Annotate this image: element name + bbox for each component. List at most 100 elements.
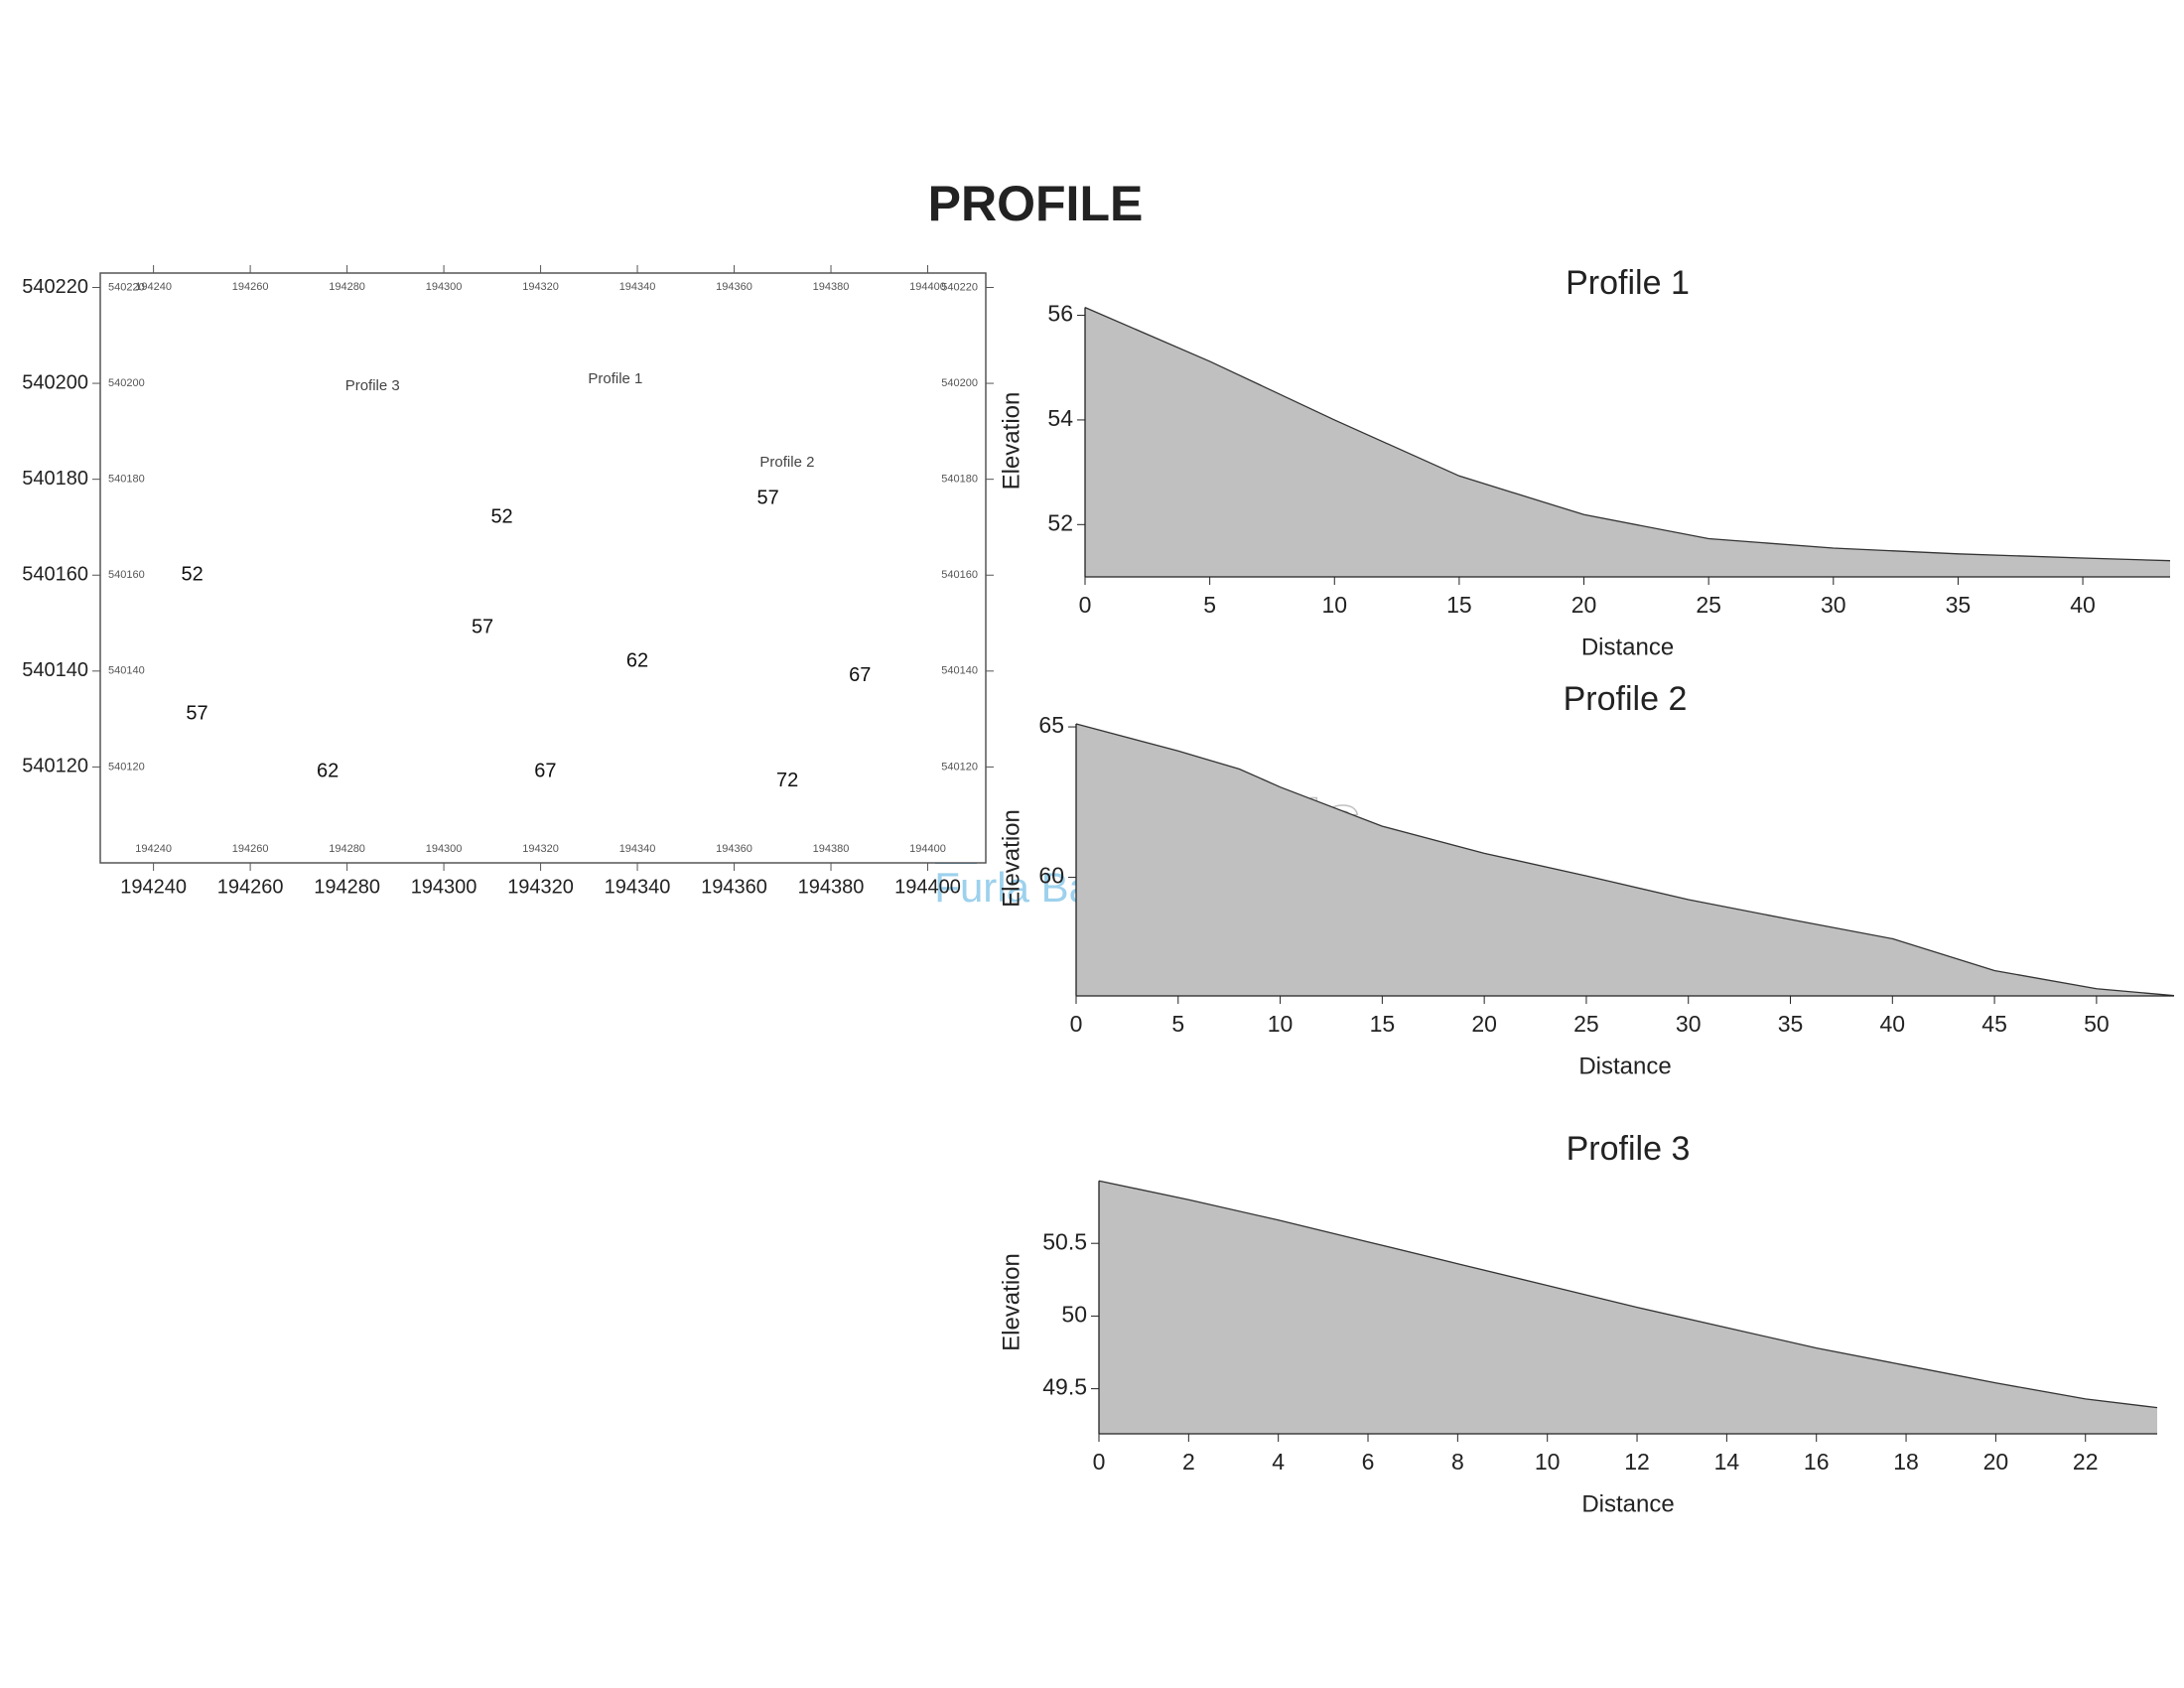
x-tick-label: 35 — [1778, 1011, 1804, 1037]
area-fill — [1099, 1181, 2157, 1434]
contour-label: 57 — [186, 703, 207, 725]
x-tick-label: 16 — [1804, 1449, 1830, 1475]
y-tick-label: 540160 — [22, 564, 88, 586]
y-axis-label: Elevation — [998, 392, 1024, 491]
inner-x-label: 194320 — [522, 843, 559, 855]
x-tick-label: 25 — [1696, 592, 1721, 618]
inner-x-label: 194360 — [716, 843, 752, 855]
inner-y-label: 540120 — [108, 761, 145, 773]
x-tick-label: 14 — [1714, 1449, 1740, 1475]
x-tick-label: 45 — [1981, 1011, 2007, 1037]
x-tick-label: 0 — [1079, 592, 1092, 618]
contour-label: 67 — [849, 664, 871, 686]
contour-label: 52 — [490, 506, 512, 528]
x-tick-label: 18 — [1893, 1449, 1919, 1475]
x-axis-label: Distance — [1581, 633, 1674, 660]
x-tick-label: 6 — [1362, 1449, 1375, 1475]
x-tick-label: 35 — [1946, 592, 1972, 618]
contour-label: 67 — [534, 761, 556, 782]
x-tick-label: 12 — [1624, 1449, 1650, 1475]
contour-label: 62 — [317, 761, 339, 782]
y-tick-label: 50 — [1061, 1301, 1087, 1327]
inner-y-label: 540180 — [108, 474, 145, 486]
x-tick-label: 194320 — [507, 876, 574, 898]
x-tick-label: 22 — [2073, 1449, 2099, 1475]
contour-label: 72 — [776, 770, 798, 791]
y-tick-label: 52 — [1047, 509, 1073, 535]
x-tick-label: 10 — [1321, 592, 1347, 618]
inner-x-label: 194240 — [135, 843, 172, 855]
y-tick-label: 60 — [1038, 863, 1064, 889]
area-line — [1075, 723, 2175, 997]
x-axis-label: Distance — [1581, 1490, 1674, 1517]
inner-y-label: 540140 — [941, 665, 978, 677]
x-tick-label: 0 — [1070, 1011, 1083, 1037]
x-tick-label: 15 — [1370, 1011, 1396, 1037]
y-tick-label: 65 — [1038, 712, 1064, 738]
x-tick-label: 4 — [1272, 1449, 1285, 1475]
y-tick-label: 54 — [1047, 405, 1073, 431]
x-tick-label: 20 — [1571, 592, 1597, 618]
chart-title: Profile 3 — [1567, 1130, 1691, 1168]
contour-label: 57 — [757, 487, 779, 508]
y-tick-label: 540220 — [22, 276, 88, 298]
x-tick-label: 30 — [1821, 592, 1846, 618]
x-tick-label: 25 — [1573, 1011, 1599, 1037]
x-tick-label: 2 — [1182, 1449, 1195, 1475]
inner-y-label: 540200 — [108, 377, 145, 389]
area-fill — [1085, 307, 2170, 577]
inner-x-label: 194380 — [813, 843, 850, 855]
y-tick-label: 540200 — [22, 371, 88, 393]
inner-x-label: 194360 — [716, 281, 752, 293]
x-tick-label: 50 — [2084, 1011, 2110, 1037]
inner-y-label: 540220 — [941, 281, 978, 293]
inner-x-label: 194280 — [329, 843, 365, 855]
inner-x-label: 194240 — [135, 281, 172, 293]
x-tick-label: 194240 — [120, 876, 187, 898]
x-tick-label: 40 — [2070, 592, 2096, 618]
inner-x-label: 194280 — [329, 281, 365, 293]
x-tick-label: 8 — [1451, 1449, 1464, 1475]
inner-x-label: 194260 — [232, 843, 269, 855]
x-tick-label: 30 — [1676, 1011, 1702, 1037]
map-frame — [99, 272, 987, 864]
profile-label: Profile 2 — [759, 454, 814, 471]
chart-title: Profile 1 — [1566, 264, 1690, 302]
contour-label: 52 — [181, 564, 203, 586]
inner-x-label: 194380 — [813, 281, 850, 293]
inner-x-label: 194400 — [909, 843, 946, 855]
contour-label: 57 — [472, 617, 493, 638]
y-tick-label: 50.5 — [1042, 1228, 1087, 1254]
inner-y-label: 540160 — [941, 569, 978, 581]
x-tick-label: 0 — [1093, 1449, 1106, 1475]
inner-x-label: 194400 — [909, 281, 946, 293]
profile-label: Profile 3 — [345, 377, 400, 394]
y-tick-label: 540180 — [22, 468, 88, 490]
inner-x-label: 194340 — [619, 281, 656, 293]
x-tick-label: 194260 — [217, 876, 284, 898]
y-tick-label: 49.5 — [1042, 1374, 1087, 1400]
contour-label: 62 — [626, 649, 648, 671]
profile-label: Profile 1 — [588, 370, 642, 387]
x-tick-label: 194340 — [605, 876, 671, 898]
x-tick-label: 194380 — [798, 876, 865, 898]
area-line — [1084, 307, 2171, 562]
inner-y-label: 540160 — [108, 569, 145, 581]
page-title: PROFILE — [928, 176, 1144, 231]
inner-y-label: 540180 — [941, 474, 978, 486]
inner-x-label: 194300 — [426, 843, 463, 855]
area-fill — [1076, 724, 2174, 996]
y-tick-label: 540120 — [22, 756, 88, 777]
x-tick-label: 194400 — [894, 876, 961, 898]
inner-y-label: 540120 — [941, 761, 978, 773]
x-axis-label: Distance — [1578, 1053, 1671, 1079]
y-tick-label: 56 — [1047, 301, 1073, 327]
x-tick-label: 10 — [1268, 1011, 1294, 1037]
x-tick-label: 40 — [1880, 1011, 1906, 1037]
inner-y-label: 540140 — [108, 665, 145, 677]
y-axis-label: Elevation — [998, 1253, 1024, 1351]
x-tick-label: 194280 — [314, 876, 380, 898]
x-tick-label: 15 — [1446, 592, 1472, 618]
